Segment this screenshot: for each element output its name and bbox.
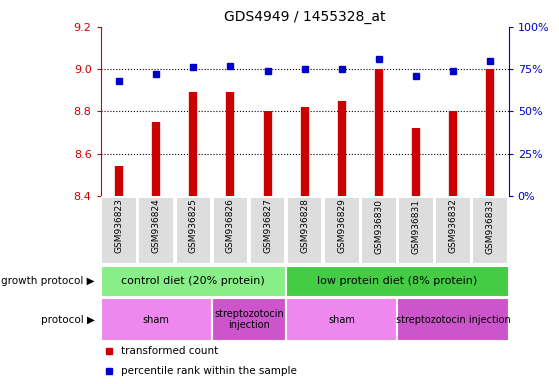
Text: streptozotocin
injection: streptozotocin injection xyxy=(214,309,284,331)
Text: sham: sham xyxy=(328,314,355,325)
FancyBboxPatch shape xyxy=(286,266,509,297)
FancyBboxPatch shape xyxy=(250,197,285,264)
Title: GDS4949 / 1455328_at: GDS4949 / 1455328_at xyxy=(224,10,385,25)
Text: control diet (20% protein): control diet (20% protein) xyxy=(121,276,265,286)
Text: sham: sham xyxy=(143,314,170,325)
FancyBboxPatch shape xyxy=(435,197,471,264)
FancyBboxPatch shape xyxy=(324,197,359,264)
FancyBboxPatch shape xyxy=(101,266,286,297)
Text: GSM936823: GSM936823 xyxy=(115,199,124,253)
Text: GSM936833: GSM936833 xyxy=(486,199,495,253)
FancyBboxPatch shape xyxy=(472,197,508,264)
FancyBboxPatch shape xyxy=(101,298,212,341)
Text: transformed count: transformed count xyxy=(121,346,218,356)
Text: GSM936828: GSM936828 xyxy=(300,199,309,253)
FancyBboxPatch shape xyxy=(212,197,248,264)
Text: GSM936827: GSM936827 xyxy=(263,199,272,253)
Text: GSM936829: GSM936829 xyxy=(337,199,346,253)
Text: percentile rank within the sample: percentile rank within the sample xyxy=(121,366,297,376)
Text: GSM936825: GSM936825 xyxy=(189,199,198,253)
Text: GSM936831: GSM936831 xyxy=(411,199,420,253)
Text: GSM936830: GSM936830 xyxy=(375,199,383,253)
Text: GSM936826: GSM936826 xyxy=(226,199,235,253)
Text: growth protocol ▶: growth protocol ▶ xyxy=(2,276,95,286)
FancyBboxPatch shape xyxy=(212,298,286,341)
Text: low protein diet (8% protein): low protein diet (8% protein) xyxy=(318,276,477,286)
Text: streptozotocin injection: streptozotocin injection xyxy=(396,314,510,325)
FancyBboxPatch shape xyxy=(176,197,211,264)
FancyBboxPatch shape xyxy=(287,197,323,264)
FancyBboxPatch shape xyxy=(139,197,174,264)
FancyBboxPatch shape xyxy=(398,197,434,264)
FancyBboxPatch shape xyxy=(286,298,397,341)
FancyBboxPatch shape xyxy=(361,197,397,264)
Text: GSM936824: GSM936824 xyxy=(151,199,161,253)
Text: protocol ▶: protocol ▶ xyxy=(41,314,95,325)
FancyBboxPatch shape xyxy=(101,197,137,264)
FancyBboxPatch shape xyxy=(397,298,509,341)
Text: GSM936832: GSM936832 xyxy=(448,199,458,253)
